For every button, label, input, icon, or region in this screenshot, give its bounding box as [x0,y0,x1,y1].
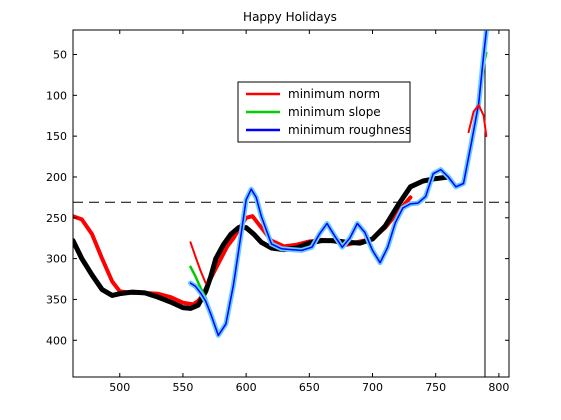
series-line-unlabeled-5 [189,241,207,285]
y-tick-label: 350 [46,293,67,306]
legend-label: minimum norm [288,87,380,101]
series-line-unlabeled-4 [467,104,488,138]
y-tick-label: 250 [46,212,67,225]
plot-area-frame [72,29,510,378]
series-line-minimum-roughness-core [189,30,488,337]
x-tick-label: 750 [425,381,446,394]
y-tick-label: 300 [46,253,67,266]
x-tick-label: 550 [172,381,193,394]
x-tick-label: 500 [109,381,130,394]
y-tick-label: 100 [46,89,67,102]
x-tick-label: 700 [362,381,383,394]
x-tick-label: 650 [299,381,320,394]
x-tick-label: 600 [236,381,257,394]
y-tick-label: 400 [46,334,67,347]
chart-title: Happy Holidays [243,10,337,24]
legend-label: minimum roughness [288,123,411,137]
legend-label: minimum slope [288,105,381,119]
legend: minimum norm minimum slope minimum roughne… [237,81,411,143]
series-line-unlabeled-1 [73,174,451,311]
x-tick-label: 800 [488,381,509,394]
y-tick-label: 50 [53,48,67,61]
series-line-minimum-roughness [188,30,489,338]
y-tick-label: 200 [46,171,67,184]
y-tick-label: 150 [46,130,67,143]
